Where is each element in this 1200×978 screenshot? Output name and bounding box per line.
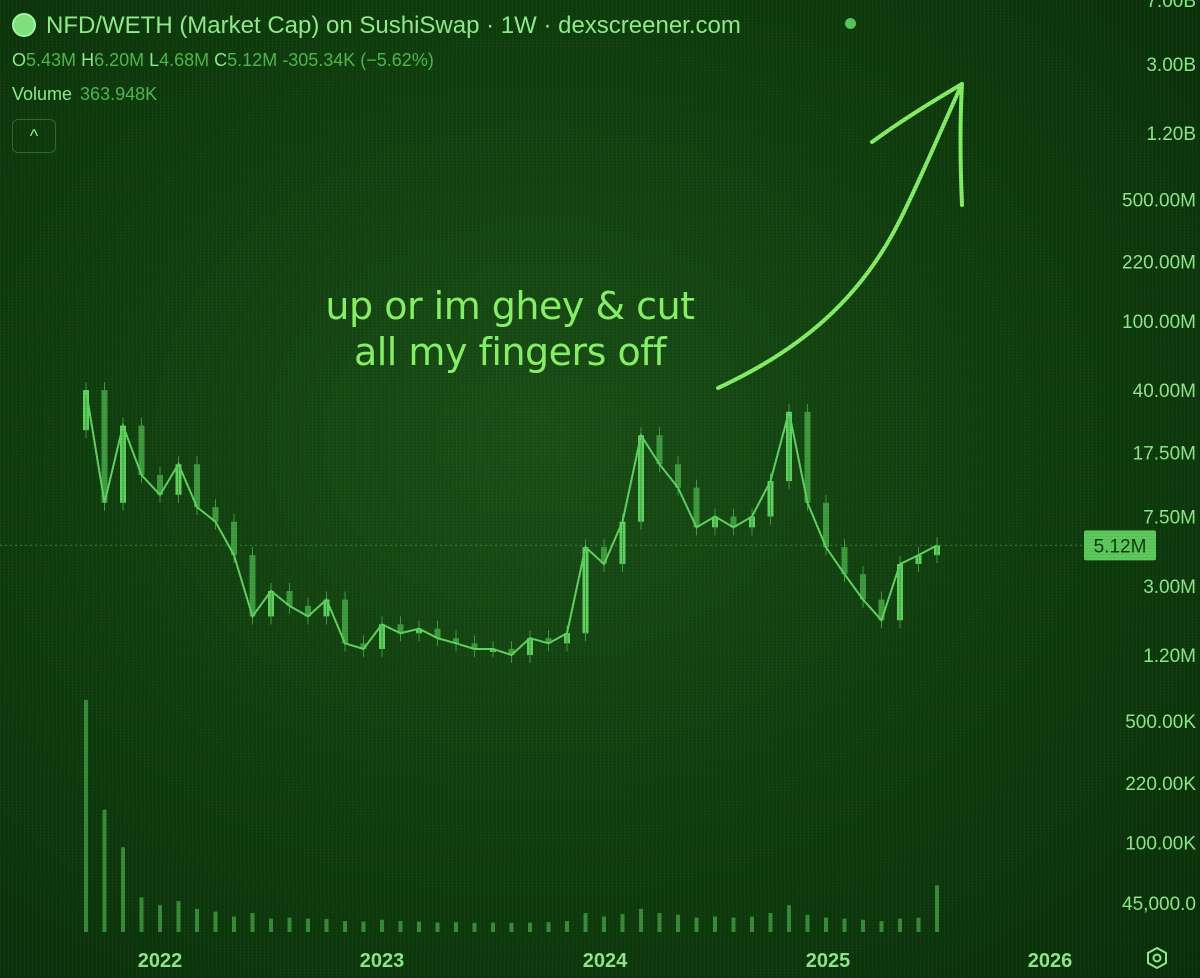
y-tick-label: 7.50M — [1143, 508, 1196, 529]
volume-bar — [861, 919, 865, 932]
volume-bar — [361, 921, 366, 932]
volume-bar — [620, 913, 625, 932]
volume-bar — [343, 921, 347, 932]
y-tick-label: 220.00M — [1122, 252, 1196, 273]
volume-bar — [713, 916, 717, 932]
current-price-tag — [1084, 530, 1156, 561]
high-label: H — [81, 50, 95, 70]
volume-bar — [935, 885, 939, 932]
low-label: L — [149, 50, 160, 70]
y-tick-label: 3.00M — [1143, 577, 1196, 598]
volume-bar — [639, 908, 643, 932]
open-label: O — [12, 50, 27, 70]
chart-title: NFD/WETH (Market Cap) on SushiSwap · 1W … — [46, 12, 741, 39]
y-tick-label: 500.00K — [1125, 712, 1196, 733]
open-value: 5.43M — [26, 50, 77, 70]
volume-bar — [398, 921, 403, 932]
volume-value: 363.948K — [80, 84, 158, 104]
volume-bar — [195, 908, 199, 932]
volume-bar — [657, 913, 662, 932]
volume-bar — [898, 918, 902, 932]
price-line — [85, 389, 938, 657]
price-series — [83, 382, 940, 663]
volume-bar — [306, 918, 310, 932]
chevron-up-icon[interactable]: ^ — [12, 119, 56, 153]
volume-bar — [509, 922, 514, 932]
volume-bar — [546, 922, 551, 932]
y-tick-label: 3.00B — [1146, 55, 1196, 76]
volume-bar — [139, 897, 144, 932]
y-tick-label: 100.00M — [1122, 312, 1196, 333]
volume-bar — [805, 914, 810, 932]
handwritten-annotation: up or im ghey & cut all my fingers off — [280, 283, 740, 375]
volume-bar — [176, 901, 181, 932]
volume-bar — [250, 913, 255, 932]
volume-bar — [750, 916, 754, 932]
ohlc-readout: O5.43M H6.20M L4.68M C5.12M -305.34K (−5… — [12, 50, 434, 71]
volume-bar — [787, 905, 791, 932]
volume-bar — [435, 922, 440, 932]
y-tick-label: 17.50M — [1133, 444, 1196, 465]
high-value: 6.20M — [94, 50, 145, 70]
y-tick-label: 100.00K — [1125, 834, 1196, 855]
volume-bar — [768, 913, 773, 932]
volume-bar — [583, 913, 588, 932]
volume-bar — [565, 921, 569, 932]
y-tick-label: 40.00M — [1133, 381, 1196, 402]
low-value: 4.68M — [159, 50, 210, 70]
volume-bar — [731, 917, 736, 932]
x-tick-label: 2022 — [138, 950, 183, 972]
volume-bar — [879, 921, 884, 932]
volume-bar — [287, 917, 292, 932]
volume-bar — [454, 922, 458, 932]
x-tick-label: 2024 — [583, 950, 628, 972]
y-tick-label: 1.20B — [1146, 124, 1196, 145]
volume-bar — [380, 919, 384, 932]
volume-bar — [269, 918, 273, 932]
hand-drawn-arrow-head — [870, 82, 964, 207]
volume-bar — [84, 700, 88, 932]
volume-bar — [158, 905, 162, 932]
volume-label: Volume — [12, 84, 73, 104]
x-tick-label: 2025 — [806, 950, 851, 972]
y-tick-label: 220.00K — [1125, 774, 1196, 795]
y-tick-label: 45,000.0 — [1122, 894, 1196, 915]
volume-bar — [916, 917, 921, 932]
x-tick-label: 2023 — [360, 950, 405, 972]
volume-bar — [121, 847, 125, 932]
volume-bar — [491, 922, 495, 932]
volume-bar — [694, 917, 699, 932]
y-tick-label: 7.00B — [1146, 0, 1196, 12]
hand-drawn-arrow-shaft — [716, 82, 964, 390]
volume-bar — [528, 922, 532, 932]
volume-readout: Volume 363.948K — [12, 84, 157, 105]
volume-bar — [824, 917, 828, 932]
volume-bar — [213, 911, 218, 932]
volume-bar — [602, 916, 606, 932]
volume-bar — [324, 919, 329, 932]
annotation-line-1: up or im ghey & cut — [325, 284, 695, 328]
volume-bar — [102, 809, 107, 932]
close-label: C — [214, 50, 228, 70]
volume-bar — [472, 922, 477, 932]
volume-bar — [417, 921, 421, 932]
annotation-line-2: all my fingers off — [353, 330, 667, 374]
volume-bar — [676, 914, 680, 932]
close-value: 5.12M — [227, 50, 278, 70]
nfd-token-logo-icon — [12, 13, 36, 37]
current-price-label: 5.12M — [1094, 536, 1147, 557]
settings-gear-icon[interactable] — [1145, 946, 1169, 970]
volume-bar — [232, 916, 236, 932]
y-tick-label: 1.20M — [1143, 646, 1196, 667]
live-dot-icon — [845, 18, 856, 29]
y-tick-label: 500.00M — [1122, 190, 1196, 211]
change-value: -305.34K (−5.62%) — [282, 50, 434, 70]
volume-bar — [842, 918, 847, 932]
x-tick-label: 2026 — [1028, 950, 1073, 972]
